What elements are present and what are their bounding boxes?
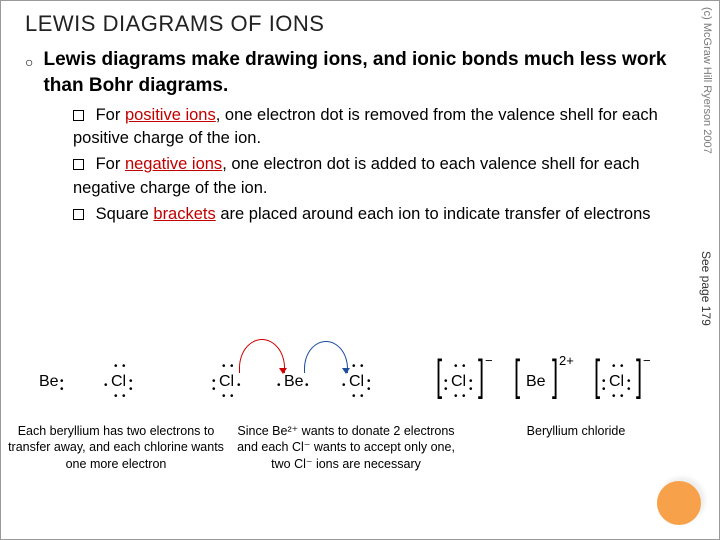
bracket-icon: [ xyxy=(436,351,442,401)
bracket-icon: ] xyxy=(636,351,642,401)
main-bullet-text: Lewis diagrams make drawing ions, and io… xyxy=(43,47,689,98)
text: Square xyxy=(96,205,154,223)
text: For xyxy=(96,155,125,173)
atom-be-ion: Be xyxy=(526,373,546,391)
atom-be: Be • • xyxy=(284,373,304,391)
arc-arrow-icon xyxy=(304,341,348,373)
bracket-icon: [ xyxy=(594,351,600,401)
underline-term: negative ions xyxy=(125,155,222,173)
arc-arrow-icon xyxy=(239,339,285,373)
decor-circle-icon xyxy=(657,481,701,525)
atom-cl-ion: Cl •• •• •• •• xyxy=(609,373,624,391)
bracket-icon: [ xyxy=(514,351,520,401)
main-bullet: ○ Lewis diagrams make drawing ions, and … xyxy=(25,47,689,98)
text: For xyxy=(96,106,125,124)
text: are placed around each ion to indicate t… xyxy=(216,205,651,223)
caption-2: Since Be²⁺ wants to donate 2 electrons a… xyxy=(231,423,461,472)
charge-label: − xyxy=(643,353,651,368)
atom-cl: Cl •• •• •• • xyxy=(219,373,234,391)
sub-list: For positive ions, one electron dot is r… xyxy=(73,104,689,225)
sub-item-brackets: Square brackets are placed around each i… xyxy=(73,203,689,226)
checkbox-icon xyxy=(73,159,84,170)
copyright-label: (c) McGraw Hill Ryerson 2007 xyxy=(701,7,713,154)
page-reference: See page 179 xyxy=(699,251,713,326)
atom-cl: Cl •• •• •• • xyxy=(111,373,126,391)
checkbox-icon xyxy=(73,110,84,121)
underline-term: brackets xyxy=(153,205,215,223)
caption-1: Each beryllium has two electrons to tran… xyxy=(1,423,231,472)
sub-item-negative: For negative ions, one electron dot is a… xyxy=(73,153,689,199)
sub-item-positive: For positive ions, one electron dot is r… xyxy=(73,104,689,150)
atom-cl-ion: Cl •• •• •• •• xyxy=(451,373,466,391)
charge-label: − xyxy=(485,353,493,368)
underline-term: positive ions xyxy=(125,106,216,124)
checkbox-icon xyxy=(73,209,84,220)
atom-be: Be • • xyxy=(39,373,59,391)
bullet-icon: ○ xyxy=(25,53,33,72)
page-title: LEWIS DIAGRAMS OF IONS xyxy=(25,11,689,37)
bracket-icon: ] xyxy=(552,351,558,401)
caption-3: Beryllium chloride xyxy=(461,423,691,472)
charge-label: 2+ xyxy=(559,353,574,368)
caption-row: Each beryllium has two electrons to tran… xyxy=(1,423,719,472)
atom-cl: Cl •• •• •• • xyxy=(349,373,364,391)
bracket-icon: ] xyxy=(478,351,484,401)
slide: LEWIS DIAGRAMS OF IONS ○ Lewis diagrams … xyxy=(0,0,720,540)
